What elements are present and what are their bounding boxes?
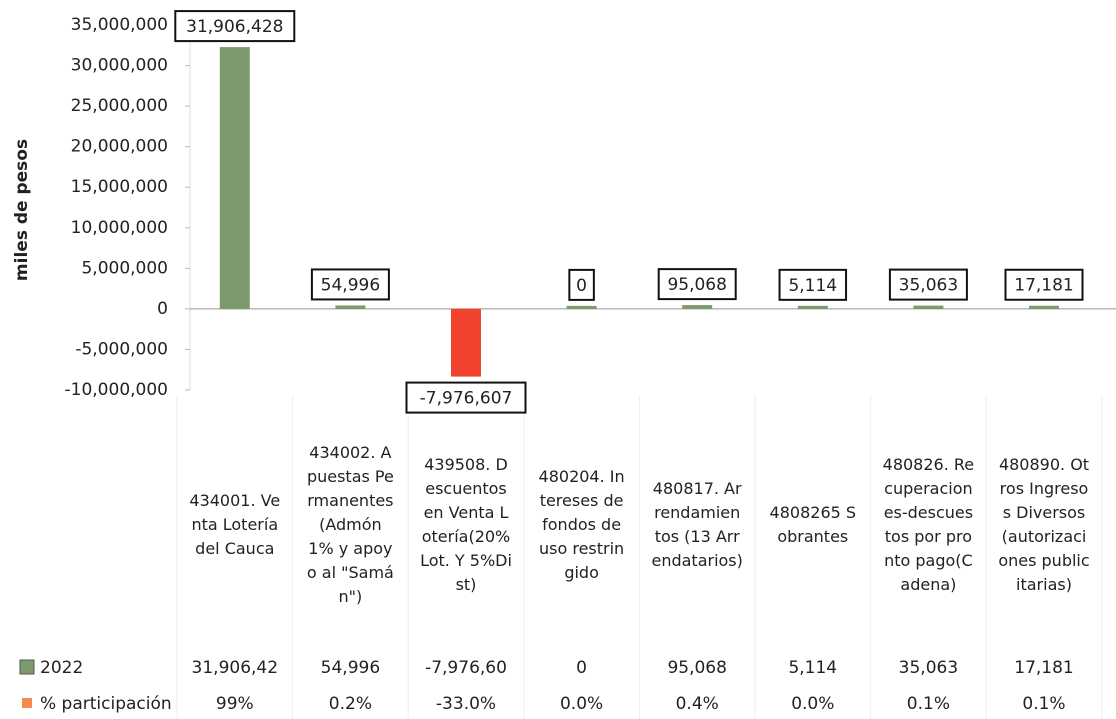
table-cell: 5,114 xyxy=(788,658,837,678)
table-cell: -33.0% xyxy=(436,694,496,714)
data-label-box xyxy=(1004,268,1084,301)
table-cell: 31,906,42 xyxy=(192,658,279,678)
data-label: -7,976,607 xyxy=(420,389,513,409)
y-tick-label: 10,000,000 xyxy=(71,218,168,238)
data-label-box xyxy=(778,268,848,301)
data-label: 17,181 xyxy=(1014,276,1073,296)
table-cell: 0.2% xyxy=(329,694,372,714)
legend-swatch xyxy=(19,659,35,675)
table-cell: 99% xyxy=(216,694,254,714)
bar xyxy=(1029,305,1059,309)
y-tick-label: 0 xyxy=(157,299,168,319)
data-label: 35,063 xyxy=(899,276,958,296)
x-tick-label: 480890. Otros Ingresos Diversos (autoriz… xyxy=(998,395,1090,655)
table-cell: -7,976,60 xyxy=(425,658,507,678)
bar xyxy=(335,305,366,309)
table-cell: 35,063 xyxy=(899,658,958,678)
category-text: 480817. Arrendamientos (13 Arrendatarios… xyxy=(651,479,743,570)
category-text: 434002. Apuestas Permanentes (Admón 1% y… xyxy=(306,443,394,606)
category-text: 480204. Intereses de fondos de uso restr… xyxy=(538,467,625,582)
data-label-box xyxy=(657,268,737,301)
legend-swatch xyxy=(22,698,32,708)
y-tick-label: 5,000,000 xyxy=(81,258,168,278)
x-tick-label: 480826. Recuperaciones-descuestos por pr… xyxy=(882,395,975,655)
data-label-box xyxy=(568,268,595,301)
y-tick-label: 25,000,000 xyxy=(71,96,168,116)
table-cell: 0.0% xyxy=(560,694,603,714)
table-cell: 95,068 xyxy=(667,658,726,678)
table-cell: 0.1% xyxy=(1022,694,1065,714)
legend-label: 2022 xyxy=(40,658,83,678)
data-label: 95,068 xyxy=(667,275,726,295)
data-label: 31,906,428 xyxy=(186,17,283,37)
data-label-box xyxy=(174,10,296,43)
table-cell: 54,996 xyxy=(321,658,380,678)
data-label-box xyxy=(405,381,527,414)
table-cell: 0.1% xyxy=(907,694,950,714)
x-tick-label: 4808265 Sobrantes xyxy=(767,395,859,655)
data-label: 0 xyxy=(576,276,587,296)
x-tick-label: 480204. Intereses de fondos de uso restr… xyxy=(536,395,628,655)
category-text: 480826. Recuperaciones-descuestos por pr… xyxy=(882,455,975,594)
bar xyxy=(451,308,481,377)
y-tick-label: 30,000,000 xyxy=(71,56,168,76)
table-cell: 0.4% xyxy=(676,694,719,714)
bar xyxy=(797,305,828,309)
data-label: 54,996 xyxy=(321,275,380,295)
y-tick-label: 35,000,000 xyxy=(71,15,168,35)
category-text: 434001. Venta Lotería del Cauca xyxy=(189,491,281,558)
y-tick-label: -10,000,000 xyxy=(65,380,168,400)
data-label-box xyxy=(888,268,968,301)
category-text: 439508. Descuentos en Venta Lotería(20% … xyxy=(420,455,512,594)
table-cell: 17,181 xyxy=(1014,658,1073,678)
data-label-box xyxy=(310,268,390,301)
data-label: 5,114 xyxy=(788,276,837,296)
y-axis-label: miles de pesos xyxy=(12,139,32,281)
bar xyxy=(682,305,713,309)
category-text: 4808265 Sobrantes xyxy=(769,503,857,546)
x-tick-label: 480817. Arrendamientos (13 Arrendatarios… xyxy=(651,395,743,655)
x-tick-label: 434001. Venta Lotería del Cauca xyxy=(189,395,281,655)
table-cell: 0.0% xyxy=(791,694,834,714)
bar xyxy=(913,305,944,309)
x-tick-label: 439508. Descuentos en Venta Lotería(20% … xyxy=(420,395,512,655)
category-text: 480890. Otros Ingresos Diversos (autoriz… xyxy=(998,455,1090,594)
x-tick-label: 434002. Apuestas Permanentes (Admón 1% y… xyxy=(304,395,396,655)
bar xyxy=(219,47,250,309)
table-cell: 0 xyxy=(576,658,587,678)
y-tick-label: 20,000,000 xyxy=(71,137,168,157)
legend-label: % participación xyxy=(40,694,172,714)
bar xyxy=(566,305,597,309)
y-tick-label: -5,000,000 xyxy=(75,339,168,359)
y-tick-label: 15,000,000 xyxy=(71,177,168,197)
